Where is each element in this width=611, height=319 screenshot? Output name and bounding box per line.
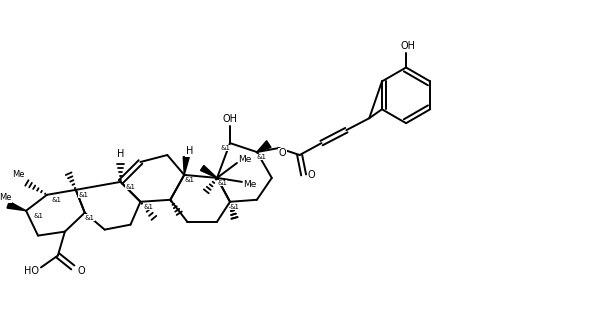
Text: H: H (117, 149, 124, 159)
Text: Me: Me (243, 180, 257, 189)
Text: O: O (78, 266, 86, 277)
Polygon shape (257, 141, 271, 152)
Text: OH: OH (401, 41, 415, 51)
Polygon shape (7, 202, 26, 211)
Text: &1: &1 (230, 204, 240, 210)
Text: &1: &1 (79, 192, 89, 198)
Text: &1: &1 (52, 197, 62, 203)
Text: &1: &1 (125, 184, 136, 190)
Text: O: O (279, 148, 287, 158)
Text: OH: OH (222, 114, 238, 124)
Text: Me: Me (0, 193, 12, 202)
Text: &1: &1 (85, 215, 95, 221)
Text: &1: &1 (144, 204, 153, 210)
Text: &1: &1 (33, 213, 43, 219)
Text: HO: HO (24, 266, 38, 277)
Polygon shape (183, 157, 189, 175)
Text: Me: Me (238, 154, 252, 164)
Text: &1: &1 (257, 154, 267, 160)
Polygon shape (200, 166, 217, 178)
Text: &1: &1 (217, 180, 227, 186)
Text: Me: Me (12, 170, 24, 179)
Text: H: H (186, 146, 193, 156)
Text: &1: &1 (220, 145, 230, 151)
Text: O: O (308, 170, 315, 180)
Text: &1: &1 (184, 177, 194, 183)
